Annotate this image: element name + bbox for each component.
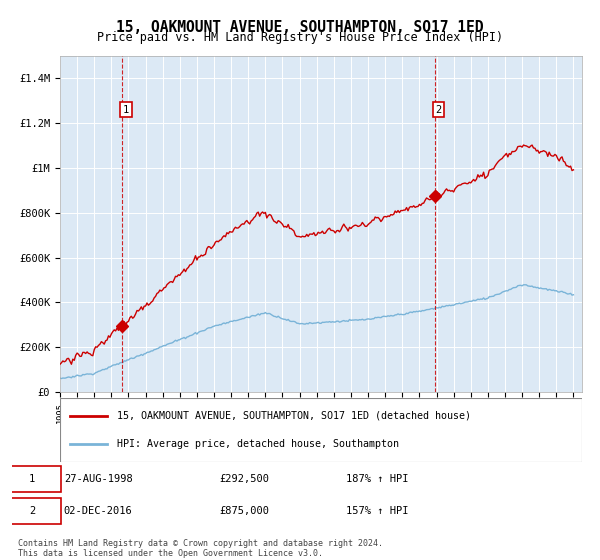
Text: £292,500: £292,500 xyxy=(220,474,269,484)
Text: 15, OAKMOUNT AVENUE, SOUTHAMPTON, SO17 1ED: 15, OAKMOUNT AVENUE, SOUTHAMPTON, SO17 1… xyxy=(116,20,484,35)
Text: 1: 1 xyxy=(123,105,129,115)
FancyBboxPatch shape xyxy=(6,498,61,524)
Text: 187% ↑ HPI: 187% ↑ HPI xyxy=(346,474,409,484)
Text: 02-DEC-2016: 02-DEC-2016 xyxy=(64,506,133,516)
Text: 27-AUG-1998: 27-AUG-1998 xyxy=(64,474,133,484)
Text: 2: 2 xyxy=(436,105,442,115)
FancyBboxPatch shape xyxy=(60,398,582,462)
Text: 2: 2 xyxy=(29,506,35,516)
Text: £875,000: £875,000 xyxy=(220,506,269,516)
Text: 15, OAKMOUNT AVENUE, SOUTHAMPTON, SO17 1ED (detached house): 15, OAKMOUNT AVENUE, SOUTHAMPTON, SO17 1… xyxy=(118,410,472,421)
FancyBboxPatch shape xyxy=(6,466,61,492)
Text: 157% ↑ HPI: 157% ↑ HPI xyxy=(346,506,409,516)
Text: HPI: Average price, detached house, Southampton: HPI: Average price, detached house, Sout… xyxy=(118,439,400,449)
Text: Contains HM Land Registry data © Crown copyright and database right 2024.
This d: Contains HM Land Registry data © Crown c… xyxy=(18,539,383,558)
Text: 1: 1 xyxy=(29,474,35,484)
Text: Price paid vs. HM Land Registry's House Price Index (HPI): Price paid vs. HM Land Registry's House … xyxy=(97,31,503,44)
